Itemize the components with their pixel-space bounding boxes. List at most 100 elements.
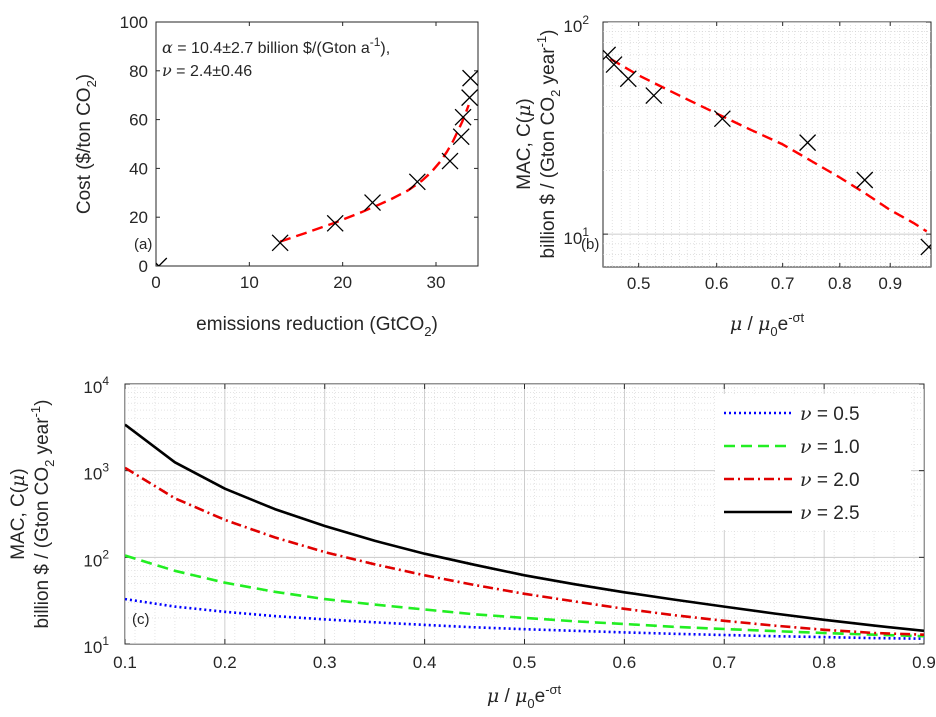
- panel-c-ylabel2-sup: -1: [28, 406, 43, 418]
- panel-b-xtick-label: 0.8: [828, 274, 852, 293]
- panel-c-xtick-label: 0.8: [812, 653, 836, 672]
- panel-b-xtick-label: 0.5: [627, 274, 651, 293]
- panel-c-ytick-label-exponent: 1: [102, 634, 109, 648]
- panel-a: 0 10 20 30 0 20 40 60 80 100 (a) α = 10.4±2.7 bil…: [74, 13, 479, 339]
- panel-a-annotation-nu: ν = 2.4±0.46: [162, 61, 252, 80]
- panel-a-ylabel-end: ): [74, 74, 95, 80]
- legend-box: [715, 394, 911, 530]
- panel-c-xlabel-sub: 0: [527, 696, 534, 711]
- panel-c-series-line-0: [125, 597, 924, 640]
- nu-annotation-text: = 2.4±0.46: [172, 63, 253, 80]
- panel-b-ytick-label: 101: [563, 225, 589, 248]
- panel-c-ylabel2-end: ): [32, 400, 53, 406]
- panel-a-ytick-label: 80: [129, 62, 148, 81]
- legend-entry-nu-2-5: ν = 2.5: [800, 502, 860, 524]
- panel-b-ylabel2-main: billion $ / (Gton CO: [538, 97, 559, 259]
- panel-a-ytick-label: 60: [129, 111, 148, 130]
- panel-a-data-point: [462, 69, 478, 87]
- legend-entry-nu-1-0: ν = 1.0: [800, 436, 860, 458]
- panel-b-label: (b): [581, 236, 599, 253]
- panel-a-ticks: 0 10 20 30 0 20 40 60 80 100: [120, 13, 478, 292]
- panel-c-ytick-label: 103: [83, 461, 109, 484]
- panel-c-ylabel1-mu: μ: [7, 475, 29, 487]
- panel-a-data-point: [364, 194, 381, 212]
- panel-c-ytick-label: 104: [83, 374, 109, 397]
- panel-c-xlabel-mu: μ: [487, 685, 499, 707]
- panel-c-legend: ν = 0.5 ν = 1.0 ν = 2.0 ν = 2.5: [715, 394, 911, 530]
- panel-b-data-point: [713, 110, 731, 128]
- panel-c-y-axis-label-line1: MAC, C(μ): [7, 468, 29, 560]
- panel-a-fit-curve: [279, 104, 470, 243]
- panel-a-data-point: [271, 234, 289, 252]
- panel-b-axes-box: [602, 21, 932, 268]
- panel-b-xtick-label: 0.7: [771, 274, 795, 293]
- legend-3-text: = 2.5: [812, 503, 860, 524]
- panel-c-label: (c): [132, 611, 150, 628]
- alpha-annotation-text: = 10.4±2.7 billion $/(Gton a: [173, 40, 370, 57]
- panel-a-xlabel-sub: 2: [424, 324, 431, 339]
- panel-b-plot-area: [603, 46, 931, 256]
- panel-c-ytick-label: 102: [83, 547, 109, 570]
- panel-c-xlabel-e: e: [535, 686, 546, 707]
- panel-a-data-point: [156, 257, 168, 266]
- panel-b-data-point: [619, 70, 637, 88]
- panel-c-ytick-label-base: 10: [83, 638, 102, 657]
- panel-b-fit-curve: [609, 57, 928, 233]
- panel-b-xlabel-sup: -σt: [788, 310, 804, 325]
- panel-c-xtick-label: 0.4: [413, 653, 437, 672]
- panel-b-xlabel-e: e: [778, 314, 789, 335]
- panel-a-y-axis-label: Cost ($/ton CO2): [74, 74, 99, 214]
- panel-b-data-point: [799, 134, 817, 152]
- panel-b-ytick-label-base: 10: [563, 17, 582, 36]
- panel-b-xlabel-mu0: μ: [758, 313, 770, 335]
- legend-2-text: = 2.0: [812, 470, 860, 491]
- panel-b-xtick-label: 0.9: [878, 274, 902, 293]
- panel-c-xlabel-sup: -σt: [545, 682, 561, 697]
- panel-b-xlabel-sub: 0: [770, 324, 777, 339]
- panel-b-ytick-label: 102: [563, 13, 589, 36]
- panel-b-ylabel1-mu: μ: [513, 105, 535, 117]
- panel-c-xtick-label: 0.3: [313, 653, 337, 672]
- panel-b-data-point: [645, 87, 663, 105]
- panel-a-axes-box: [155, 21, 479, 267]
- legend-0-symbol: ν: [800, 403, 812, 425]
- legend-3-symbol: ν: [800, 502, 812, 524]
- panel-b-data-point: [605, 56, 623, 74]
- panel-a-xtick-label: 20: [333, 273, 352, 292]
- legend-2-symbol: ν: [800, 469, 812, 491]
- panel-c-series-line-1: [125, 554, 924, 638]
- panel-b-grid: [603, 22, 931, 267]
- panel-a-xtick-label: 10: [240, 273, 259, 292]
- panel-a-ytick-label: 40: [129, 159, 148, 178]
- panel-c-xtick-label: 0.1: [113, 653, 137, 672]
- legend-1-text: = 1.0: [812, 437, 860, 458]
- panel-c-xlabel-slash: /: [499, 686, 515, 707]
- panel-b-x-axis-label: μ / μ0e-σt: [730, 310, 805, 339]
- legend-1-symbol: ν: [800, 436, 812, 458]
- panel-a-label: (a): [134, 236, 152, 253]
- panel-c-ytick-label-base: 10: [83, 465, 102, 484]
- legend-entry-nu-0-5: ν = 0.5: [800, 403, 860, 425]
- panel-b-y-axis-label-line2: billion $ / (Gton CO2 year-1): [534, 30, 563, 259]
- panel-a-x-axis-label: emissions reduction (GtCO2): [196, 314, 438, 339]
- panel-b-ylabel2-sub: 2: [548, 90, 563, 97]
- panel-b-ylabel2-end: ): [538, 30, 559, 36]
- panel-c-ytick-label-exponent: 4: [102, 374, 109, 388]
- panel-b-y-axis-label-line1: MAC, C(μ): [513, 98, 535, 190]
- nu-symbol: ν: [162, 61, 172, 80]
- panel-c-ylabel1-end: ): [8, 468, 29, 474]
- panel-a-data-point: [408, 173, 426, 191]
- alpha-annotation-sup: -1: [370, 35, 381, 49]
- panel-a-plot-area: [156, 69, 478, 266]
- panel-a-ylabel-sub: 2: [84, 80, 99, 87]
- panel-b-data-point: [920, 238, 931, 256]
- panel-a-xtick-label: 30: [427, 273, 446, 292]
- panel-c-y-axis-label-line2: billion $ / (Gton CO2 year-1): [28, 400, 57, 629]
- legend-entry-nu-2-0: ν = 2.0: [800, 469, 860, 491]
- panel-c-xtick-label: 0.2: [213, 653, 237, 672]
- panel-b-ytick-label-base: 10: [563, 229, 582, 248]
- panel-a-annotation-alpha: α = 10.4±2.7 billion $/(Gton a-1),: [162, 35, 390, 57]
